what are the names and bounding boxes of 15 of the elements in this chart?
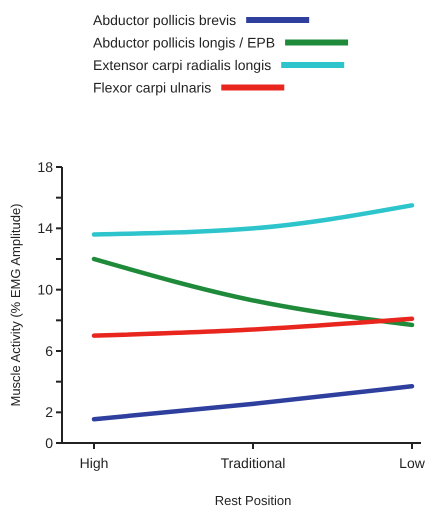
legend-label: Extensor carpi radialis longis	[93, 57, 272, 73]
y-tick-label: 14	[37, 220, 54, 236]
y-tick-label: 10	[37, 282, 54, 298]
legend-label: Flexor carpi ulnaris	[93, 80, 212, 96]
legend-label: Abductor pollicis brevis	[93, 12, 236, 28]
legend-label: Abductor pollicis longis / EPB	[93, 34, 276, 50]
y-tick-label: 18	[37, 158, 54, 175]
y-tick-label: 0	[45, 434, 54, 451]
y-tick-label: 2	[45, 404, 54, 420]
y-axis-title: Muscle Activity (% EMG Amplitude)	[8, 204, 23, 406]
x-tick-label: High	[80, 455, 108, 471]
x-tick-label: Traditional	[220, 455, 286, 471]
x-axis-title: Rest Position	[214, 493, 292, 508]
x-tick-label: Low	[399, 455, 426, 471]
y-tick-label: 6	[45, 342, 54, 359]
